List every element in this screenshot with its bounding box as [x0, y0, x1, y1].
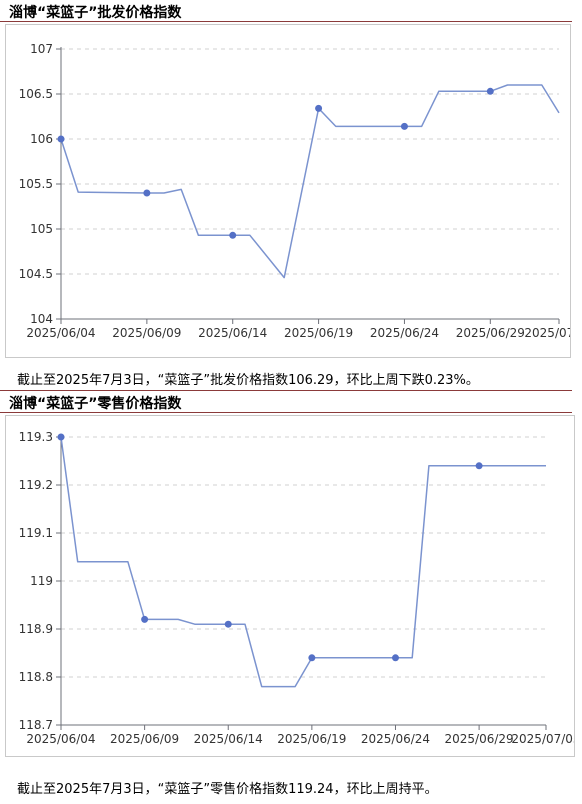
panel-divider: [0, 390, 572, 391]
data-point-marker: [224, 620, 232, 628]
wholesale-title: 淄博“菜篮子”批发价格指数: [9, 5, 182, 21]
y-tick-label: 119.1: [19, 526, 53, 540]
y-tick-label: 118.7: [19, 718, 53, 732]
data-point-marker: [391, 654, 399, 662]
y-tick-label: 106.5: [19, 87, 53, 101]
data-point-marker: [141, 615, 149, 623]
y-tick-label: 107: [30, 42, 53, 56]
x-tick-label: 2025/06/14: [198, 326, 267, 340]
retail-header: 淄博“菜篮子”零售价格指数: [0, 391, 572, 413]
wholesale-chart: 104 104.5 105 105.5 106 106.5 107 2025/06/04 202…: [5, 24, 571, 358]
y-tick-label: 119.2: [19, 478, 53, 492]
data-point-marker: [57, 433, 65, 441]
wholesale-caption: 截止至2025年7月3日，“菜篮子”批发价格指数106.29，环比上周下跌0.2…: [17, 373, 479, 388]
retail-caption: 截止至2025年7月3日，“菜篮子”零售价格指数119.24，环比上周持平。: [17, 782, 438, 797]
data-point-marker: [486, 87, 494, 95]
x-tick-label: 2025/06/09: [110, 732, 179, 746]
x-tick-label: 2025/07/03: [511, 732, 574, 746]
x-tick-label: 2025/06/24: [361, 732, 430, 746]
wholesale-panel: 淄博“菜篮子”批发价格指数 104 104.5 105 105.5 106 106.5 10…: [0, 0, 582, 388]
x-tick-label: 2025/06/19: [277, 732, 346, 746]
y-tick-label: 119.3: [19, 430, 53, 444]
data-point-marker: [57, 135, 65, 143]
data-point-marker: [229, 231, 237, 239]
x-tick-label: 2025/06/04: [26, 732, 95, 746]
y-tick-label: 106: [30, 132, 53, 146]
retail-chart: 118.7 118.8 118.9 119 119.1 119.2 119.3 2025/06…: [5, 415, 575, 757]
x-tick-label: 2025/06/29: [456, 326, 525, 340]
x-tick-label: 2025/06/29: [445, 732, 514, 746]
y-tick-label: 118.8: [19, 670, 53, 684]
y-tick-label: 118.9: [19, 622, 53, 636]
series-line: [60, 84, 560, 279]
data-point-marker: [315, 104, 323, 112]
x-tick-label: 2025/06/19: [284, 326, 353, 340]
x-tick-label: 2025/06/24: [370, 326, 439, 340]
x-tick-label: 2025/07/03: [524, 326, 570, 340]
wholesale-chart-svg: 104 104.5 105 105.5 106 106.5 107 2025/06/04 202…: [19, 42, 570, 340]
x-tick-label: 2025/06/09: [112, 326, 181, 340]
x-tick-label: 2025/06/04: [26, 326, 95, 340]
retail-panel: 淄博“菜篮子”零售价格指数 118.7 118.8 118.9 119 119.1 119…: [0, 391, 582, 804]
y-tick-label: 104.5: [19, 267, 53, 281]
y-tick-label: 105.5: [19, 177, 53, 191]
retail-title: 淄博“菜篮子”零售价格指数: [9, 396, 182, 412]
data-point-marker: [400, 122, 408, 130]
data-point-marker: [475, 462, 483, 470]
wholesale-header: 淄博“菜篮子”批发价格指数: [0, 0, 572, 22]
series-line: [60, 436, 546, 688]
retail-chart-svg: 118.7 118.8 118.9 119 119.1 119.2 119.3 2025/06…: [19, 430, 574, 746]
y-tick-label: 119: [30, 574, 53, 588]
x-tick-label: 2025/06/14: [194, 732, 263, 746]
y-tick-label: 104: [30, 312, 53, 326]
data-point-marker: [308, 654, 316, 662]
y-tick-label: 105: [30, 222, 53, 236]
data-point-marker: [143, 189, 151, 197]
